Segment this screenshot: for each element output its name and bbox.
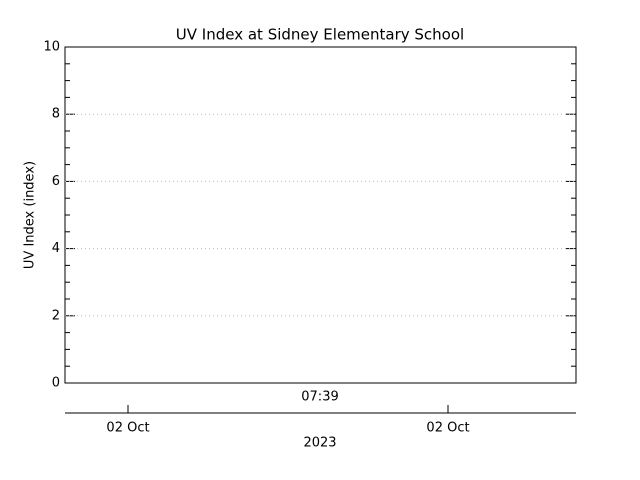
chart-title: UV Index at Sidney Elementary School (176, 26, 464, 44)
date-tick-label: 02 Oct (106, 421, 149, 436)
y-tick-label: 6 (52, 174, 60, 189)
year-label: 2023 (303, 436, 336, 451)
y-tick-label: 10 (43, 40, 60, 55)
y-tick-label: 0 (52, 376, 60, 391)
y-tick-label: 2 (52, 308, 60, 323)
y-tick-label: 4 (52, 241, 60, 256)
time-label: 07:39 (301, 390, 338, 405)
date-tick-label: 02 Oct (426, 421, 469, 436)
y-axis-label: UV Index (index) (23, 161, 38, 269)
y-tick-label: 8 (52, 107, 60, 122)
